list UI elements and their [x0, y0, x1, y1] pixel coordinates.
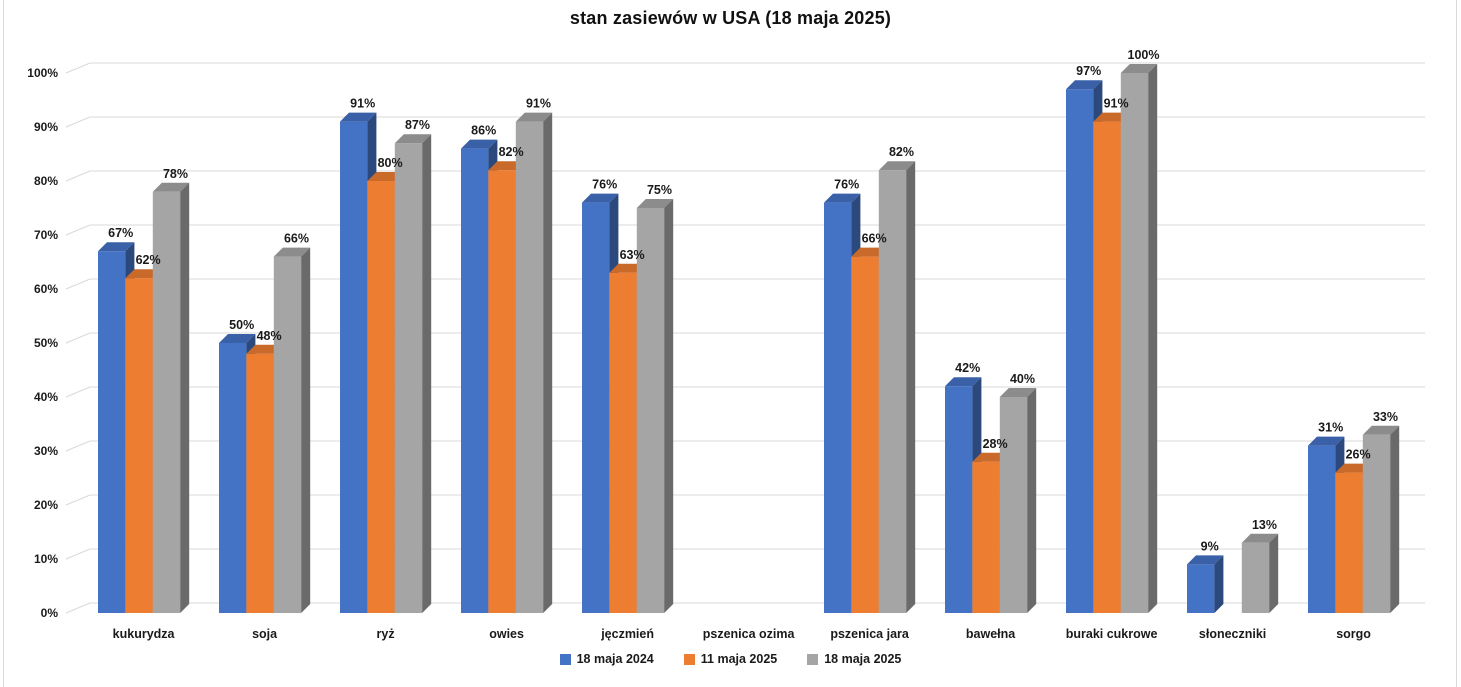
data-label: 91% [350, 97, 375, 111]
y-tick-label: 40% [34, 390, 58, 404]
data-label: 76% [592, 178, 617, 192]
data-label: 97% [1076, 64, 1101, 78]
data-label: 80% [378, 156, 403, 170]
data-label: 75% [647, 183, 672, 197]
y-axis-labels: 0% 10% 20% 30% 40% 50% 60% 70% 80% 90% 100% [27, 66, 58, 620]
chart-frame-left [3, 0, 4, 687]
bar-18 maja 2025-jęczmień [636, 199, 674, 613]
data-label: 62% [136, 253, 161, 267]
data-label: 9% [1201, 539, 1219, 553]
chart-title: stan zasiewów w USA (18 maja 2025) [569, 8, 892, 28]
data-label: 13% [1252, 518, 1277, 532]
bar-18 maja 2025-pszenica jara [878, 161, 916, 613]
category-label: ryż [377, 627, 395, 641]
category-label: sorgo [1336, 627, 1371, 641]
data-label: 31% [1318, 421, 1343, 435]
y-tick-label: 80% [34, 174, 58, 188]
legend-label: 18 maja 2025 [824, 652, 902, 666]
legend-item-series-1: 11 maja 2025 [683, 652, 778, 666]
data-label: 42% [955, 361, 980, 375]
y-tick-label: 90% [34, 120, 58, 134]
category-label: bawełna [966, 627, 1016, 641]
legend-item-series-2: 18 maja 2025 [807, 652, 901, 666]
bars [98, 64, 1400, 614]
category-label: pszenica jara [830, 627, 910, 641]
data-label: 63% [620, 248, 645, 262]
chart-frame-right [1456, 0, 1457, 687]
legend-swatch-gray [807, 653, 819, 665]
chart-legend: 18 maja 2024 11 maja 2025 18 maja 2025 [0, 652, 1461, 666]
data-labels: 67%62%78%50%48%66%91%80%87% 86%82%91%76%6… [108, 48, 1398, 553]
data-label: 40% [1010, 372, 1035, 386]
data-label: 91% [526, 97, 551, 111]
y-tick-label: 60% [34, 282, 58, 296]
data-label: 91% [1104, 97, 1129, 111]
y-tick-label: 20% [34, 498, 58, 512]
bar-18 maja 2025-słoneczniki [1241, 533, 1279, 613]
bar-18 maja 2024-słoneczniki [1187, 555, 1224, 613]
data-label: 67% [108, 226, 133, 240]
bar-18 maja 2025-sorgo [1362, 425, 1400, 613]
data-label: 82% [889, 145, 914, 159]
bar-18 maja 2025-ryż [394, 134, 432, 613]
bar-chart: 67%62%78%50%48%66%91%80%87% 86%82%91%76%6… [27, 48, 1425, 641]
legend-swatch-orange [683, 653, 695, 665]
y-tick-label: 30% [34, 444, 58, 458]
data-label: 82% [499, 145, 524, 159]
data-label: 33% [1373, 410, 1398, 424]
data-label: 87% [405, 118, 430, 132]
bar-18 maja 2025-owies [515, 112, 553, 613]
data-label: 26% [1346, 448, 1371, 462]
y-tick-label: 70% [34, 228, 58, 242]
y-tick-label: 50% [34, 336, 58, 350]
legend-item-series-0: 18 maja 2024 [559, 652, 654, 666]
category-label: jęczmień [600, 627, 654, 641]
y-tick-label: 100% [27, 66, 58, 80]
data-label: 66% [284, 232, 309, 246]
category-label: kukurydza [113, 627, 176, 641]
data-label: 76% [834, 178, 859, 192]
bar-18 maja 2025-kukurydza [152, 182, 190, 614]
category-label: soja [252, 627, 278, 641]
bar-18 maja 2025-buraki cukrowe [1120, 64, 1158, 613]
data-label: 50% [229, 318, 254, 332]
data-label: 86% [471, 124, 496, 138]
x-axis-labels: kukurydza soja ryż owies jęczmień pszenica oz… [113, 627, 1372, 641]
legend-label: 11 maja 2025 [700, 652, 778, 666]
category-label: słoneczniki [1199, 627, 1266, 641]
category-label: pszenica ozima [703, 627, 796, 641]
gridlines [65, 62, 1425, 614]
bar-18 maja 2025-bawełna [999, 388, 1037, 613]
data-label: 78% [163, 167, 188, 181]
data-label: 48% [257, 329, 282, 343]
category-label: buraki cukrowe [1066, 627, 1158, 641]
legend-swatch-blue [559, 653, 571, 665]
bar-18 maja 2025-soja [273, 247, 311, 613]
data-label: 28% [983, 437, 1008, 451]
y-tick-label: 10% [34, 552, 58, 566]
category-label: owies [489, 627, 524, 641]
data-label: 100% [1128, 48, 1160, 62]
y-tick-label: 0% [41, 606, 59, 620]
legend-label: 18 maja 2024 [576, 652, 654, 666]
data-label: 66% [862, 232, 887, 246]
